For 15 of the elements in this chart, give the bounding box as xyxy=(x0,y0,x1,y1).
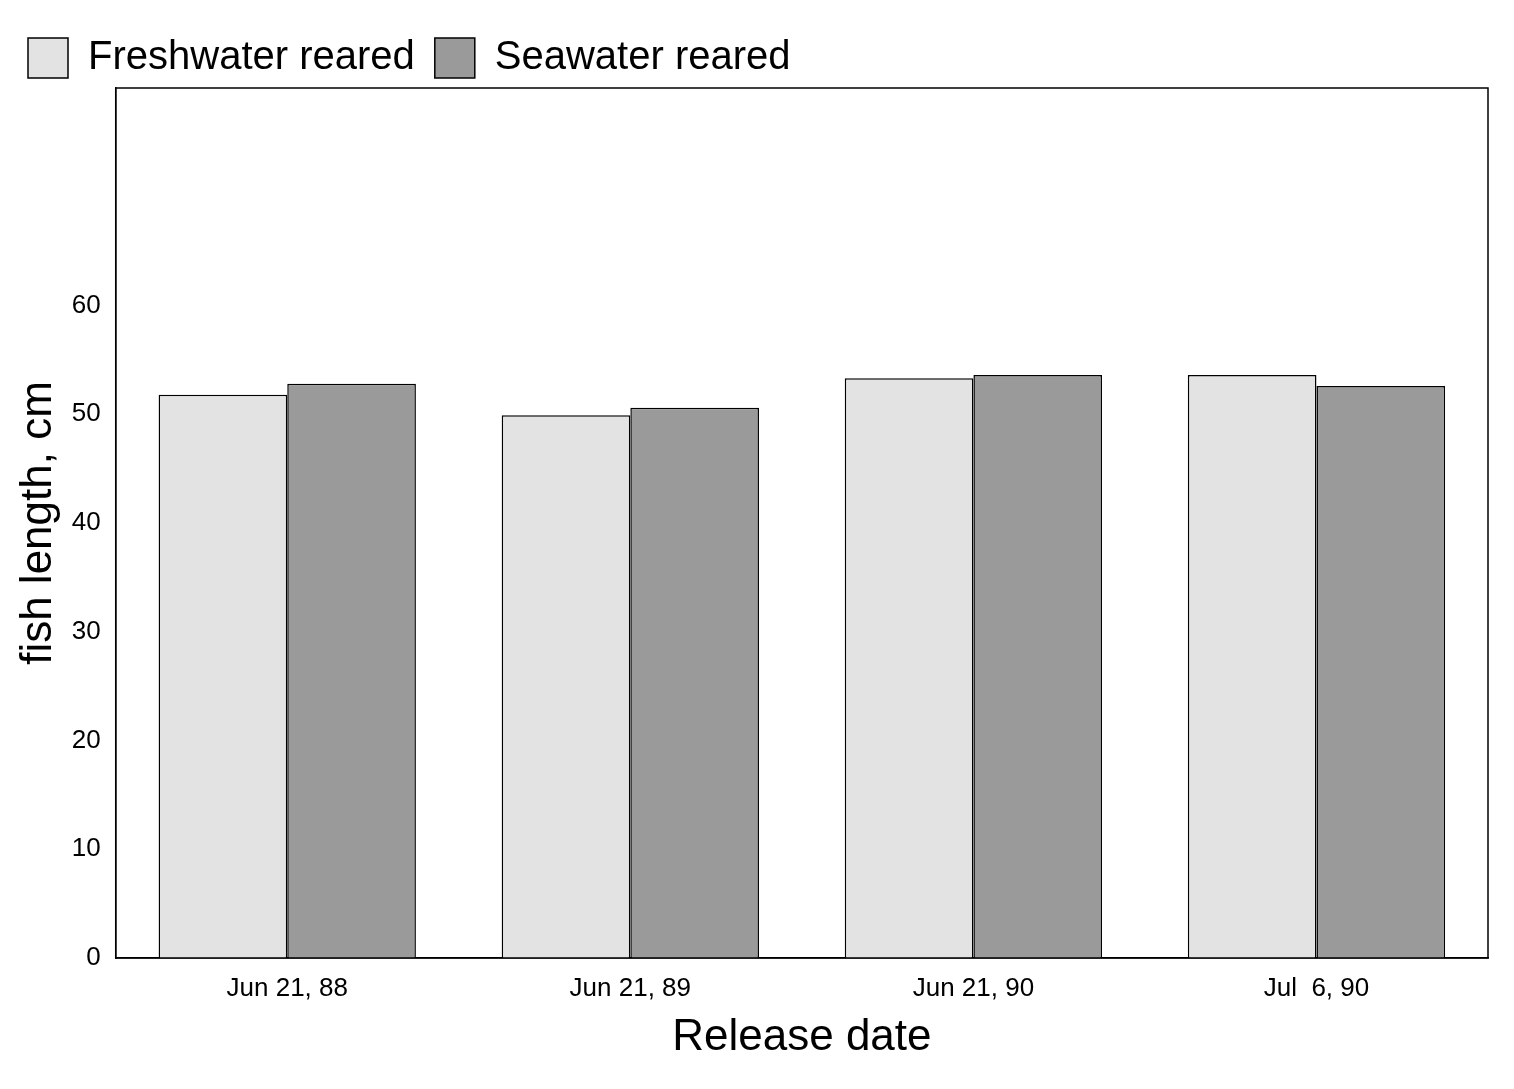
y-tick-label: 10 xyxy=(71,832,101,863)
x-axis-title: Release date xyxy=(672,1009,932,1059)
y-tick-label: 0 xyxy=(86,941,101,972)
legend-label: Freshwater reared xyxy=(88,33,415,78)
y-tick-label: 50 xyxy=(71,397,101,428)
y-tick-label: 40 xyxy=(71,506,101,537)
x-tick-label: Jul 6, 90 xyxy=(1263,971,1370,1002)
y-tick-label: 20 xyxy=(71,723,101,754)
legend-label: Seawater reared xyxy=(494,33,791,78)
y-tick-label: 60 xyxy=(71,288,101,319)
y-axis-title: fish length, cm xyxy=(10,381,60,665)
x-tick-label: Jun 21, 90 xyxy=(912,971,1035,1002)
y-tick-label: 30 xyxy=(71,614,101,645)
x-tick-label: Jun 21, 89 xyxy=(569,971,692,1002)
x-tick-label: Jun 21, 88 xyxy=(226,971,348,1002)
